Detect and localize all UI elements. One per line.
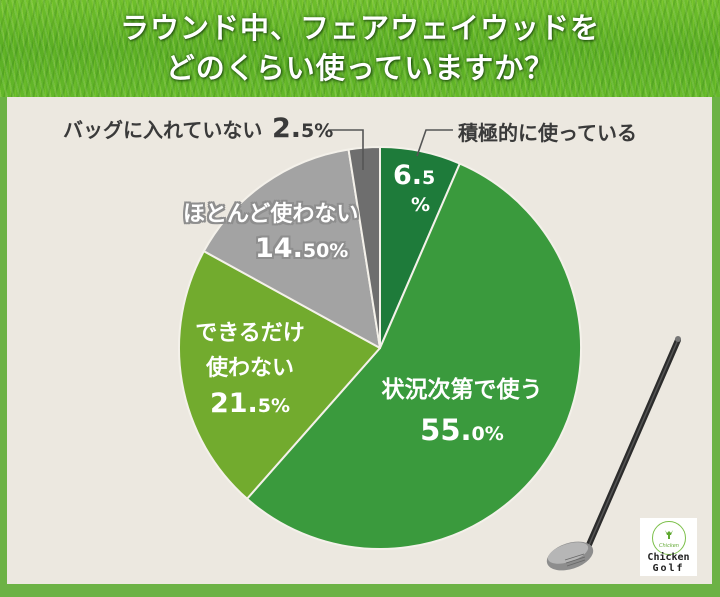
slice-not-in-bag (347, 145, 381, 349)
page-title: ラウンド中、フェアウェイウッドを どのくらい使っていますか？ (0, 8, 720, 88)
slice-avoid (178, 250, 381, 500)
slice-depends (246, 162, 582, 550)
title-line-2: どのくらい使っていますか？ (165, 51, 555, 85)
leader-line-not-in-bag (328, 129, 364, 170)
chicken-golf-logo: Chicken Chicken Golf (640, 518, 697, 576)
slice-rarely (202, 148, 381, 349)
label-actively-name: 積極的に使っている (458, 121, 637, 145)
grass-header: ラウンド中、フェアウェイウッドを どのくらい使っていますか？ (0, 0, 720, 97)
title-line-1: ラウンド中、フェアウェイウッドを (119, 11, 600, 45)
svg-text:Chicken: Chicken (659, 543, 679, 549)
leader-lines (328, 129, 453, 170)
golf-club-fairway-wood-icon (546, 336, 681, 571)
label-depends: 状況次第で使う 55.0% (381, 377, 543, 447)
chicken-tee-icon: Chicken (652, 521, 686, 555)
label-actively-value: 6.5 % (393, 160, 436, 216)
label-avoid: できるだけ 使わない 21.5% (195, 321, 305, 419)
label-not-in-bag: バッグに入れていない 2.5% (63, 113, 334, 144)
leader-line-actively (416, 129, 453, 157)
label-rarely: ほとんど使わない 14.50% (183, 202, 359, 264)
